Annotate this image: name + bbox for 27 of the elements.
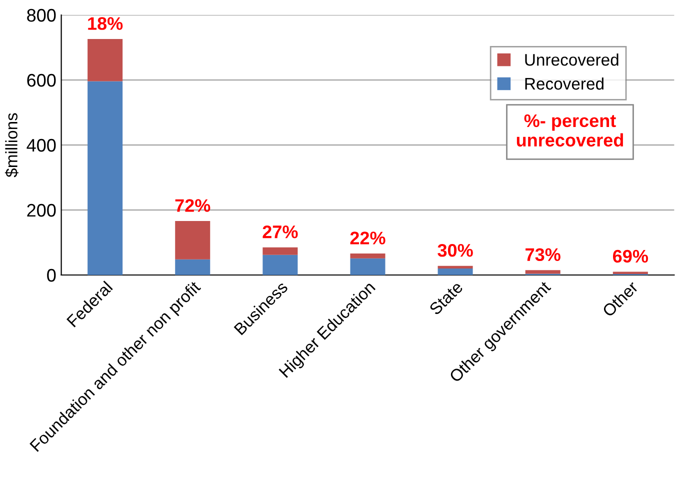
bar bbox=[175, 259, 210, 275]
bar bbox=[525, 270, 560, 274]
bar bbox=[350, 258, 386, 275]
annotation: 72% bbox=[175, 199, 210, 212]
annotation: 27% bbox=[262, 225, 298, 238]
y-axis-title: $millions bbox=[4, 113, 18, 178]
y-tick-label: 800 bbox=[27, 8, 56, 22]
annotation: %- percent unrecovered bbox=[516, 114, 623, 147]
y-tick-label: 0 bbox=[47, 268, 56, 282]
y-tick-label: 200 bbox=[27, 204, 56, 217]
bar bbox=[175, 221, 210, 260]
bar bbox=[88, 39, 123, 82]
annotation: 22% bbox=[350, 232, 386, 244]
annotation: 18% bbox=[88, 17, 123, 30]
annotation: 69% bbox=[613, 250, 648, 263]
legend-label: Recovered bbox=[525, 77, 604, 90]
legend-label: Unrecovered bbox=[525, 53, 618, 66]
bar bbox=[262, 254, 298, 275]
bar bbox=[88, 81, 123, 275]
annotation: 30% bbox=[438, 244, 473, 257]
y-tick-label: 600 bbox=[27, 74, 56, 87]
bar bbox=[438, 266, 473, 268]
bar bbox=[438, 268, 473, 275]
y-tick-label: 400 bbox=[26, 138, 56, 152]
bar bbox=[350, 254, 386, 258]
bar bbox=[262, 247, 298, 255]
annotation: 73% bbox=[526, 248, 560, 262]
